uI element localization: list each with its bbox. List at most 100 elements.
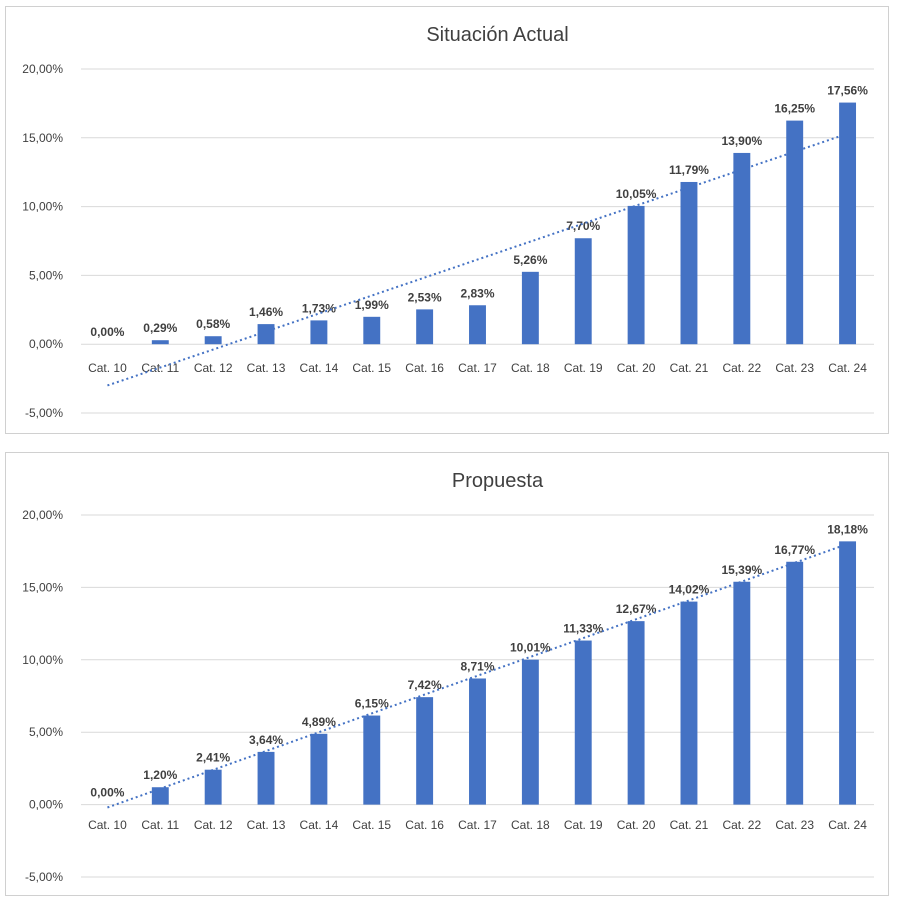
bar bbox=[257, 324, 275, 345]
bar bbox=[469, 305, 486, 345]
category-label: Cat. 15 bbox=[352, 361, 391, 375]
data-label: 0,58% bbox=[196, 317, 230, 331]
bar bbox=[786, 120, 804, 345]
bar bbox=[151, 340, 169, 345]
chart-propuesta: Propuesta 20,00% 15,00% 10,00% 5,00% 0,00% -5,… bbox=[5, 452, 889, 896]
data-label: 2,83% bbox=[460, 286, 494, 300]
data-label: 17,56% bbox=[827, 84, 868, 98]
y-tick-label: 5,00% bbox=[29, 268, 63, 282]
category-label: Cat. 15 bbox=[352, 818, 391, 832]
y-tick-label: 5,00% bbox=[29, 725, 63, 739]
data-label: 2,41% bbox=[196, 751, 230, 765]
data-label: 1,46% bbox=[249, 305, 283, 319]
data-label: 11,33% bbox=[563, 622, 603, 636]
chart-title: Situación Actual bbox=[426, 24, 568, 46]
data-label: 10,01% bbox=[510, 641, 551, 655]
bar bbox=[151, 787, 169, 805]
category-label: Cat. 19 bbox=[564, 818, 603, 832]
category-label: Cat. 12 bbox=[194, 361, 233, 375]
data-label: 2,53% bbox=[408, 290, 442, 304]
category-label: Cat. 14 bbox=[300, 361, 339, 375]
bar bbox=[839, 541, 857, 805]
data-label: 8,71% bbox=[460, 659, 494, 673]
bar bbox=[733, 152, 751, 345]
y-tick-label: -5,00% bbox=[25, 406, 63, 420]
y-tick-label: 10,00% bbox=[22, 653, 63, 667]
bar bbox=[786, 561, 804, 805]
data-label: 16,25% bbox=[774, 102, 815, 116]
bar bbox=[733, 581, 751, 805]
chart-title: Propuesta bbox=[452, 470, 544, 492]
category-label: Cat. 17 bbox=[458, 361, 497, 375]
category-label: Cat. 19 bbox=[564, 361, 603, 375]
bar bbox=[521, 271, 539, 345]
data-label: 1,99% bbox=[355, 298, 389, 312]
data-label: 10,05% bbox=[616, 187, 657, 201]
bar bbox=[310, 320, 328, 345]
trendline bbox=[107, 132, 848, 387]
bar bbox=[627, 621, 645, 805]
category-label: Cat. 22 bbox=[722, 361, 761, 375]
category-label: Cat. 21 bbox=[670, 361, 709, 375]
category-label: Cat. 18 bbox=[511, 361, 550, 375]
bar bbox=[839, 102, 857, 345]
bar bbox=[521, 659, 539, 805]
data-label: 11,79% bbox=[669, 163, 709, 177]
bar bbox=[363, 316, 381, 345]
category-label: Cat. 13 bbox=[247, 361, 286, 375]
category-label: Cat. 16 bbox=[405, 818, 444, 832]
category-label: Cat. 24 bbox=[828, 818, 867, 832]
data-label: 5,26% bbox=[513, 253, 547, 267]
category-label: Cat. 23 bbox=[775, 818, 814, 832]
chart-svg: Situación Actual 20,00% 15,00% 10,00% 5,00% 0… bbox=[22, 24, 874, 420]
bar bbox=[627, 205, 645, 345]
data-label: 1,20% bbox=[143, 768, 177, 782]
data-label: 6,15% bbox=[355, 697, 389, 711]
data-label: 7,42% bbox=[408, 678, 442, 692]
category-label: Cat. 11 bbox=[141, 818, 179, 832]
data-label: 12,67% bbox=[616, 602, 657, 616]
data-label: 13,90% bbox=[721, 134, 762, 148]
y-tick-label: 15,00% bbox=[22, 131, 63, 145]
y-tick-label: 15,00% bbox=[22, 580, 63, 594]
category-label: Cat. 12 bbox=[194, 818, 233, 832]
bar bbox=[680, 181, 698, 345]
data-label: 18,18% bbox=[827, 522, 868, 536]
category-label: Cat. 10 bbox=[88, 361, 127, 375]
category-label: Cat. 18 bbox=[511, 818, 550, 832]
y-tick-label: 0,00% bbox=[29, 798, 63, 812]
category-label: Cat. 20 bbox=[617, 361, 656, 375]
bar bbox=[257, 751, 275, 805]
bar bbox=[680, 601, 698, 805]
bar bbox=[469, 678, 486, 805]
category-label: Cat. 17 bbox=[458, 818, 497, 832]
category-label: Cat. 21 bbox=[670, 818, 709, 832]
category-label: Cat. 22 bbox=[722, 818, 761, 832]
bar bbox=[363, 715, 381, 805]
y-tick-label: 20,00% bbox=[22, 62, 63, 76]
bar bbox=[574, 640, 592, 805]
category-label: Cat. 14 bbox=[300, 818, 339, 832]
bar bbox=[574, 238, 592, 345]
y-tick-label: 0,00% bbox=[29, 337, 63, 351]
category-label: Cat. 23 bbox=[775, 361, 814, 375]
category-label: Cat. 10 bbox=[88, 818, 127, 832]
data-label: 0,29% bbox=[143, 321, 177, 335]
bar bbox=[416, 309, 434, 345]
category-label: Cat. 24 bbox=[828, 361, 867, 375]
category-label: Cat. 20 bbox=[617, 818, 656, 832]
chart-svg: Propuesta 20,00% 15,00% 10,00% 5,00% 0,00% -5,… bbox=[22, 470, 874, 884]
y-tick-label: 10,00% bbox=[22, 200, 63, 214]
data-label: 3,64% bbox=[249, 733, 283, 747]
category-label: Cat. 16 bbox=[405, 361, 444, 375]
y-tick-label: -5,00% bbox=[25, 870, 63, 884]
data-label: 15,39% bbox=[721, 563, 762, 577]
bar bbox=[310, 733, 328, 805]
data-label: 14,02% bbox=[669, 583, 710, 597]
trendline bbox=[107, 543, 848, 809]
bar bbox=[416, 697, 434, 805]
data-label: 0,00% bbox=[90, 325, 124, 339]
bar bbox=[204, 336, 222, 345]
chart-situacion-actual: Situación Actual 20,00% 15,00% 10,00% 5,00% 0… bbox=[5, 6, 889, 434]
category-label: Cat. 13 bbox=[247, 818, 286, 832]
